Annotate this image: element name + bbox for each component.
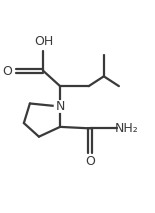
Text: O: O: [85, 155, 95, 168]
Circle shape: [2, 65, 13, 77]
Circle shape: [54, 101, 66, 112]
Text: NH₂: NH₂: [115, 122, 138, 135]
Circle shape: [38, 36, 49, 47]
Text: N: N: [55, 100, 65, 113]
Text: O: O: [2, 65, 12, 78]
Circle shape: [121, 123, 132, 134]
Text: OH: OH: [34, 35, 53, 48]
Circle shape: [84, 156, 96, 167]
